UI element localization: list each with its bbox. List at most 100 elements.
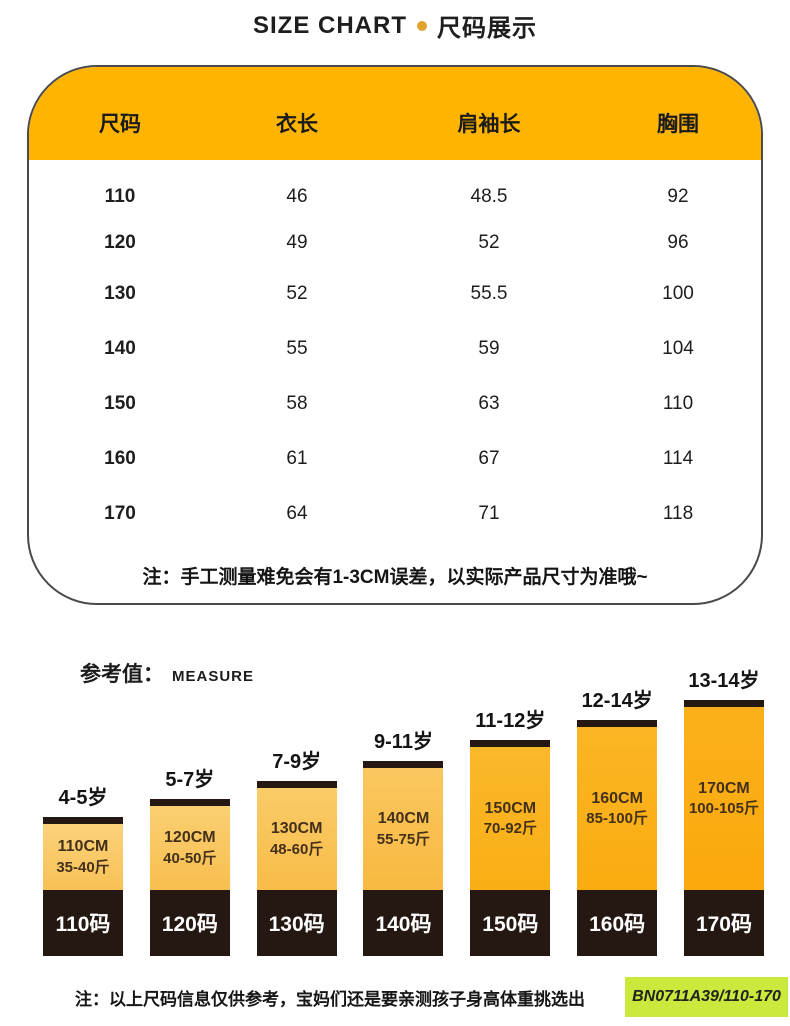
size-reference-bar-chart: 4-5岁 110CM 35-40斤 110码 5-7岁 120CM 40-50斤 120码 7-… bbox=[43, 668, 764, 956]
size-table-cell: 104 bbox=[662, 337, 694, 359]
size-table-cell: 100 bbox=[662, 282, 694, 304]
size-table-cell: 46 bbox=[286, 186, 308, 207]
bar-size-base: 110码 bbox=[43, 890, 123, 956]
size-table-cell: 110 bbox=[104, 186, 136, 207]
size-table-note: 注：手工测量难免会有1-3CM误差，以实际产品尺寸为准哦~ bbox=[142, 567, 648, 588]
size-table-cell: 48.5 bbox=[470, 186, 508, 207]
bar-age-label: 7-9岁 bbox=[272, 751, 322, 773]
size-table-cell: 58 bbox=[286, 392, 308, 414]
bar-group: 9-11岁 140CM 55-75斤 140码 bbox=[363, 725, 444, 956]
title-dot-icon bbox=[417, 20, 427, 31]
bar-top-strip bbox=[149, 799, 230, 806]
size-table-header-cell: 尺码 bbox=[99, 112, 141, 136]
bar-age-label: 4-5岁 bbox=[58, 787, 108, 809]
size-table: 尺码 衣长 肩袖长 胸围 110 46 48.5 92 120 49 52 96 130 52 55.5 1… bbox=[27, 65, 763, 605]
bar-body: 120CM 40-50斤 bbox=[149, 806, 230, 890]
bar-group: 7-9岁 130CM 48-60斤 130码 bbox=[256, 745, 337, 956]
bar-group: 11-12岁 150CM 70-92斤 150码 bbox=[470, 704, 551, 956]
bar-body: 170CM 100-105斤 bbox=[683, 707, 764, 890]
bar: 130CM 48-60斤 130码 bbox=[256, 781, 337, 956]
size-table-header-cell: 衣长 bbox=[276, 112, 318, 136]
size-table-row: 130 52 55.5 100 bbox=[29, 266, 761, 321]
bar-group: 12-14岁 160CM 85-100斤 160码 bbox=[577, 684, 658, 956]
size-table-cell: 49 bbox=[286, 232, 308, 253]
bar-age-label: 12-14岁 bbox=[581, 690, 653, 712]
size-table-row: 110 46 48.5 92 bbox=[29, 174, 761, 220]
bar-top-strip bbox=[470, 740, 551, 747]
size-table-cell: 55.5 bbox=[470, 282, 508, 304]
bar-group: 5-7岁 120CM 40-50斤 120码 bbox=[149, 763, 230, 956]
bar-size-base: 120码 bbox=[149, 890, 230, 956]
page-title: SIZE CHART 尺码展示 bbox=[0, 8, 790, 43]
bar-body: 130CM 48-60斤 bbox=[256, 788, 337, 890]
bar-size-base: 150码 bbox=[470, 890, 551, 956]
size-table-cell: 55 bbox=[286, 337, 308, 359]
sku-badge: BN0711A39/110-170 bbox=[625, 977, 788, 1017]
size-table-cell: 170 bbox=[104, 502, 136, 524]
bar-size-base: 160码 bbox=[577, 890, 658, 956]
size-table-cell: 140 bbox=[104, 337, 136, 359]
bar-body: 140CM 55-75斤 bbox=[363, 768, 444, 890]
bar-age-label: 9-11岁 bbox=[374, 731, 433, 753]
bar-size-base: 130码 bbox=[256, 890, 337, 956]
bar-height-label: 110CM bbox=[57, 838, 109, 856]
bar-top-strip bbox=[43, 817, 123, 824]
size-table-cell: 110 bbox=[662, 392, 694, 414]
bar-weight-label: 48-60斤 bbox=[269, 840, 324, 858]
size-table-cell: 52 bbox=[286, 282, 308, 304]
bar-age-label: 5-7岁 bbox=[165, 769, 215, 791]
size-table-cell: 71 bbox=[478, 502, 500, 524]
size-table-cell: 92 bbox=[667, 186, 689, 207]
size-table-body: 110 46 48.5 92 120 49 52 96 130 52 55.5 100 140 55 59 1… bbox=[29, 160, 761, 541]
bar: 110CM 35-40斤 110码 bbox=[43, 817, 123, 956]
size-table-cell: 118 bbox=[662, 502, 694, 524]
size-table-cell: 114 bbox=[662, 447, 694, 469]
size-table-cell: 63 bbox=[478, 392, 500, 414]
size-table-header-cell: 胸围 bbox=[657, 112, 699, 136]
bar-size-base: 140码 bbox=[363, 890, 444, 956]
bar-top-strip bbox=[256, 781, 337, 788]
bar-weight-label: 35-40斤 bbox=[56, 858, 110, 876]
bar-group: 4-5岁 110CM 35-40斤 110码 bbox=[43, 781, 123, 956]
size-table-cell: 120 bbox=[104, 232, 136, 253]
size-table-cell: 150 bbox=[104, 392, 136, 414]
bar-weight-label: 85-100斤 bbox=[586, 810, 648, 828]
size-table-cell: 67 bbox=[478, 447, 500, 469]
size-table-cell: 160 bbox=[104, 447, 136, 469]
bar-age-label: 11-12岁 bbox=[475, 710, 546, 732]
page-title-zh: 尺码展示 bbox=[437, 15, 537, 42]
bar: 120CM 40-50斤 120码 bbox=[149, 799, 230, 956]
page-title-en: SIZE CHART bbox=[253, 11, 407, 39]
bar: 150CM 70-92斤 150码 bbox=[470, 740, 551, 956]
size-table-header-row: 尺码 衣长 肩袖长 胸围 bbox=[29, 67, 761, 160]
bar-body: 160CM 85-100斤 bbox=[577, 727, 658, 890]
bar-size-base: 170码 bbox=[683, 890, 764, 956]
measure-label-zh: 参考值： bbox=[80, 663, 164, 686]
bar: 140CM 55-75斤 140码 bbox=[363, 761, 444, 956]
size-table-row: 160 61 67 114 bbox=[29, 431, 761, 486]
size-table-cell: 61 bbox=[286, 447, 308, 469]
measure-label-en: MEASURE bbox=[172, 668, 255, 685]
bar-height-label: 150CM bbox=[484, 799, 537, 817]
size-table-row: 140 55 59 104 bbox=[29, 321, 761, 376]
bar-top-strip bbox=[363, 761, 444, 768]
bar: 170CM 100-105斤 170码 bbox=[683, 700, 764, 956]
bar-top-strip bbox=[577, 720, 658, 727]
footer-note: 注：以上尺码信息仅供参考，宝妈们还是要亲测孩子身高体重挑选出 bbox=[75, 990, 585, 1009]
bar-body: 150CM 70-92斤 bbox=[470, 747, 551, 890]
size-table-row: 120 49 52 96 bbox=[29, 220, 761, 266]
size-table-header-cell: 肩袖长 bbox=[457, 112, 521, 136]
bar-height-label: 130CM bbox=[270, 820, 323, 838]
size-table-cell: 130 bbox=[104, 282, 136, 304]
bar-height-label: 120CM bbox=[164, 829, 216, 847]
bar-height-label: 170CM bbox=[698, 779, 750, 797]
size-table-row: 150 58 63 110 bbox=[29, 376, 761, 431]
bar-top-strip bbox=[683, 700, 764, 707]
bar-group: 13-14岁 170CM 100-105斤 170码 bbox=[683, 664, 764, 956]
bar-weight-label: 40-50斤 bbox=[163, 849, 217, 867]
size-table-row: 170 64 71 118 bbox=[29, 486, 761, 541]
bar-weight-label: 70-92斤 bbox=[483, 820, 537, 838]
bar-height-label: 140CM bbox=[377, 810, 430, 828]
bar-weight-label: 55-75斤 bbox=[376, 830, 431, 848]
measure-section-label: 参考值： MEASURE bbox=[80, 658, 254, 688]
